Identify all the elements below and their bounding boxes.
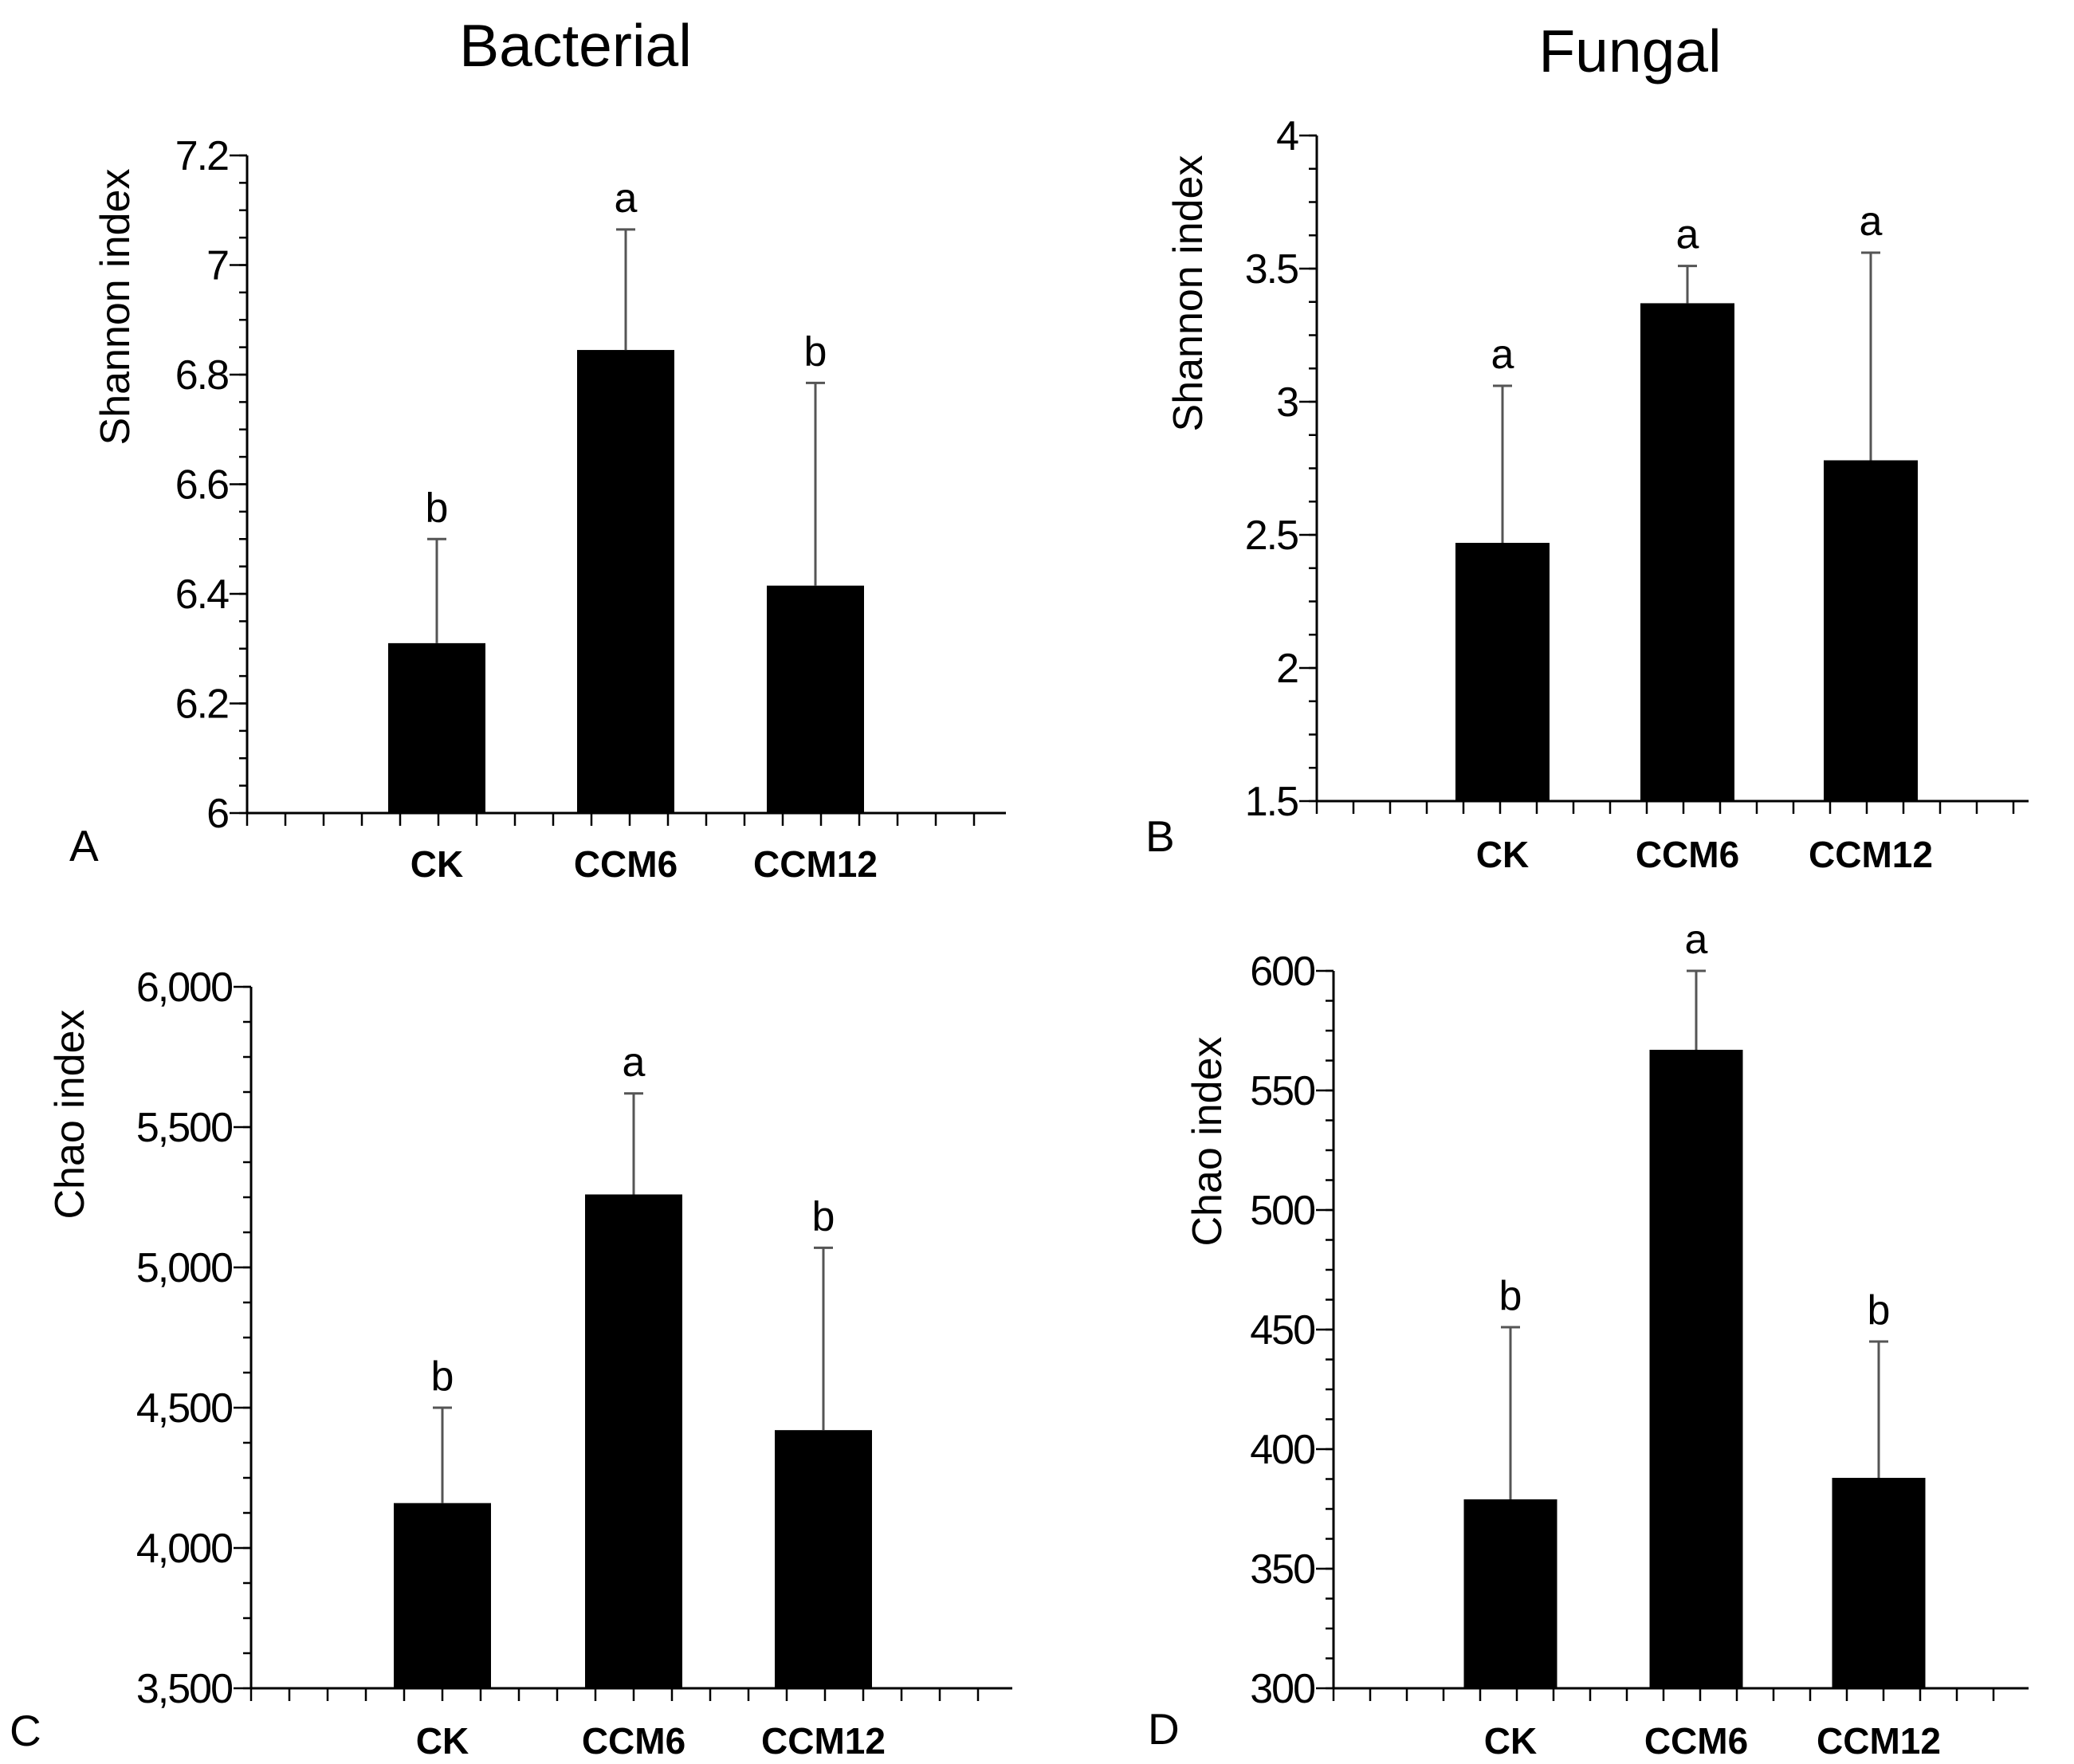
significance-label-ccm12: b [804, 328, 827, 375]
panel-letter: A [69, 821, 99, 870]
y-tick-label: 5,000 [136, 1245, 232, 1291]
panel-a-bacterial-shannon: 6 6.2 6.4 6.6 6.8 7 7.2 Shannon index Ab CK a CCM6 b… [69, 133, 1006, 885]
x-tick-label-ccm12: CCM12 [1809, 834, 1933, 875]
y-tick-label: 450 [1250, 1307, 1314, 1353]
significance-label-ck: a [1491, 332, 1514, 378]
bar-ccm12 [767, 585, 864, 813]
y-axis-label: Shannon index [92, 169, 139, 446]
panel-d-fungal-chao: 300 350 400 450 500 550 600 Chao index Db CK a CCM6… [1148, 917, 2029, 1762]
y-tick-label: 550 [1250, 1068, 1314, 1114]
y-tick-label: 6,000 [136, 965, 232, 1011]
significance-label-ccm12: b [812, 1193, 835, 1240]
significance-label-ccm6: a [623, 1039, 646, 1086]
column-title-bacterial: Bacterial [459, 12, 692, 79]
y-tick-label: 300 [1250, 1666, 1314, 1712]
y-tick-label: 2.5 [1245, 513, 1298, 559]
bar-ck [1463, 1499, 1557, 1688]
column-title-fungal: Fungal [1538, 18, 1721, 84]
significance-label-ccm12: b [1868, 1287, 1891, 1334]
x-tick-label-ck: CK [416, 1720, 469, 1762]
y-tick-label: 350 [1250, 1546, 1314, 1593]
y-tick-label: 4,000 [136, 1526, 232, 1572]
x-tick-label-ccm6: CCM6 [582, 1720, 685, 1762]
panel-c-bacterial-chao: 3,500 4,000 4,500 5,000 5,500 6,000 Chao index… [10, 965, 1012, 1762]
x-tick-label-ck: CK [410, 843, 463, 885]
y-tick-label: 600 [1250, 949, 1314, 995]
bar-ck [1455, 543, 1550, 801]
y-tick-label: 400 [1250, 1427, 1314, 1473]
panel-letter: D [1148, 1704, 1180, 1754]
y-tick-label: 2 [1276, 646, 1298, 692]
x-tick-label-ccm12: CCM12 [1817, 1720, 1941, 1762]
y-tick-label: 500 [1250, 1188, 1314, 1234]
bar-ccm6 [1640, 303, 1734, 801]
y-tick-label: 4 [1276, 113, 1298, 159]
significance-label-ck: b [431, 1353, 454, 1400]
y-tick-label: 3.5 [1245, 246, 1298, 293]
y-axis-label: Chao index [47, 1009, 93, 1219]
x-tick-label-ck: CK [1476, 834, 1529, 875]
y-tick-label: 3,500 [136, 1666, 232, 1712]
significance-label-ccm12: a [1860, 198, 1883, 245]
y-axis-label: Chao index [1184, 1036, 1231, 1246]
y-tick-label: 6.6 [175, 462, 228, 509]
panel-letter: B [1145, 811, 1175, 861]
x-tick-label-ccm6: CCM6 [1636, 834, 1739, 875]
y-tick-label: 3 [1276, 379, 1298, 426]
y-tick-label: 6.4 [175, 572, 229, 618]
x-tick-label-ccm12: CCM12 [761, 1720, 886, 1762]
significance-label-ccm6: a [1685, 917, 1708, 963]
x-tick-label-ccm6: CCM6 [1644, 1720, 1748, 1762]
bar-ccm6 [1649, 1050, 1743, 1688]
significance-label-ccm6: a [1676, 212, 1699, 258]
y-tick-label: 5,500 [136, 1105, 232, 1151]
bar-ck [388, 642, 485, 813]
bar-ck [394, 1503, 491, 1688]
y-tick-label: 6 [206, 791, 228, 837]
x-tick-label-ccm6: CCM6 [574, 843, 678, 885]
bar-ccm6 [585, 1194, 682, 1688]
significance-label-ccm6: a [615, 175, 638, 222]
y-tick-label: 4,500 [136, 1385, 232, 1432]
significance-label-ck: b [1499, 1273, 1522, 1319]
bar-ccm12 [1824, 460, 1918, 801]
bar-ccm6 [577, 350, 674, 813]
x-tick-label-ccm12: CCM12 [753, 843, 878, 885]
panel-b-fungal-shannon: 1.5 2 2.5 3 3.5 4 Shannon index Ba CK a CCM6 a CCM12 [1145, 113, 2029, 875]
y-tick-label: 6.8 [175, 352, 228, 399]
y-tick-label: 6.2 [175, 682, 228, 728]
y-axis-label: Shannon index [1165, 155, 1212, 432]
bar-ccm12 [775, 1430, 872, 1688]
panel-letter: C [10, 1706, 41, 1755]
significance-label-ck: b [426, 485, 449, 531]
y-tick-label: 1.5 [1245, 779, 1298, 825]
bar-ccm12 [1832, 1478, 1926, 1688]
y-tick-label: 7 [206, 243, 228, 289]
x-tick-label-ck: CK [1484, 1720, 1537, 1762]
y-tick-label: 7.2 [175, 133, 228, 179]
